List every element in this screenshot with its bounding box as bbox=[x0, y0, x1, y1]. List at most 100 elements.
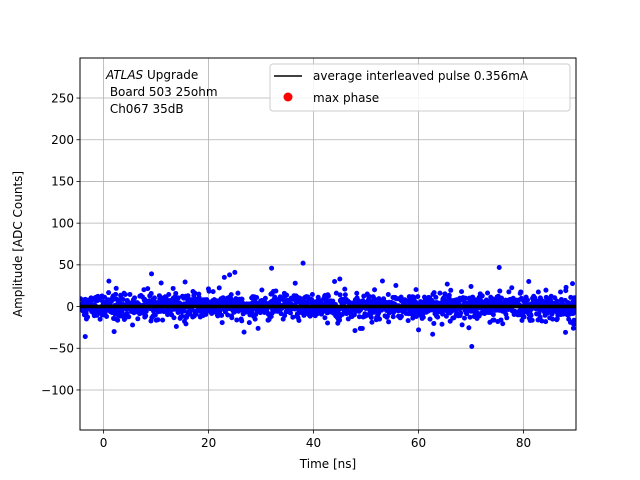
sample-point bbox=[219, 320, 225, 326]
sample-point bbox=[485, 290, 491, 296]
sample-point bbox=[368, 315, 374, 320]
sample-point bbox=[115, 317, 121, 323]
legend-marker-swatch bbox=[283, 92, 293, 102]
sample-point bbox=[571, 317, 576, 323]
sample-point bbox=[398, 294, 404, 300]
sample-point bbox=[390, 314, 396, 320]
sample-point bbox=[284, 292, 290, 298]
x-tick-label: 60 bbox=[411, 436, 426, 450]
sample-point bbox=[539, 318, 545, 324]
sample-point bbox=[506, 289, 512, 295]
sample-point bbox=[337, 317, 343, 323]
sample-point bbox=[518, 289, 524, 295]
sample-point bbox=[416, 327, 422, 333]
sample-point bbox=[325, 320, 331, 326]
board-label: Board 503 25ohm bbox=[106, 85, 218, 99]
sample-point bbox=[537, 314, 543, 320]
x-tick-label: 40 bbox=[306, 436, 321, 450]
sample-point bbox=[135, 316, 141, 322]
y-tick-label: 250 bbox=[51, 91, 74, 105]
y-tick-label: 150 bbox=[51, 175, 74, 189]
sample-point bbox=[393, 283, 399, 289]
sample-point bbox=[558, 289, 564, 295]
x-tick-label: 20 bbox=[201, 436, 216, 450]
sample-point bbox=[442, 291, 448, 297]
sample-point bbox=[459, 322, 465, 328]
sample-point bbox=[241, 329, 247, 335]
sample-point bbox=[536, 310, 542, 316]
sample-point bbox=[97, 316, 103, 322]
y-tick-label: −50 bbox=[49, 342, 74, 356]
sample-point bbox=[385, 292, 391, 297]
sample-point bbox=[130, 322, 136, 328]
legend: average interleaved pulse 0.356mA max ph… bbox=[269, 63, 571, 112]
sample-point bbox=[398, 313, 404, 319]
sample-point bbox=[282, 313, 288, 319]
sample-point bbox=[322, 315, 328, 321]
y-axis-label: Amplitude [ADC Counts] bbox=[11, 171, 25, 317]
sample-point bbox=[526, 279, 532, 285]
x-tick-label: 80 bbox=[516, 436, 531, 450]
sample-point bbox=[570, 281, 575, 287]
sample-point bbox=[235, 290, 241, 296]
sample-point bbox=[215, 313, 221, 319]
sample-point bbox=[225, 312, 231, 318]
sample-point bbox=[435, 314, 441, 320]
sample-point bbox=[106, 290, 112, 296]
sample-point bbox=[354, 290, 360, 296]
sample-point bbox=[535, 289, 541, 295]
sample-point bbox=[183, 321, 189, 327]
sample-point bbox=[413, 287, 419, 293]
sample-point bbox=[141, 287, 147, 293]
sample-point bbox=[325, 293, 331, 299]
sample-point bbox=[463, 295, 469, 301]
sample-point bbox=[287, 310, 293, 316]
x-axis-ticks: 0 20 40 60 80 bbox=[100, 430, 531, 450]
sample-point bbox=[206, 288, 212, 294]
sample-point bbox=[182, 279, 188, 285]
sample-point bbox=[458, 310, 464, 316]
sample-point bbox=[573, 307, 576, 313]
sample-point bbox=[491, 317, 497, 323]
sample-point bbox=[269, 265, 275, 271]
legend-entry-average: average interleaved pulse 0.356mA bbox=[313, 69, 529, 83]
sample-point bbox=[227, 272, 233, 278]
sample-point bbox=[254, 294, 260, 300]
sample-point bbox=[437, 290, 443, 296]
sample-point bbox=[160, 317, 166, 323]
sample-point bbox=[273, 288, 279, 294]
sample-point bbox=[262, 295, 268, 301]
sample-point bbox=[405, 318, 411, 324]
sample-point bbox=[568, 294, 574, 300]
sample-point bbox=[570, 325, 576, 331]
sample-point bbox=[111, 329, 117, 335]
sample-point bbox=[145, 286, 151, 292]
sample-point bbox=[342, 292, 348, 298]
legend-entry-max-phase: max phase bbox=[313, 91, 379, 105]
sample-point bbox=[126, 314, 132, 320]
sample-point bbox=[232, 300, 238, 306]
sample-point bbox=[563, 284, 569, 290]
sample-point bbox=[468, 284, 474, 290]
sample-point bbox=[448, 287, 454, 293]
y-tick-label: 200 bbox=[51, 133, 74, 147]
sample-point bbox=[106, 278, 112, 284]
sample-point bbox=[337, 292, 343, 298]
sample-point bbox=[315, 294, 321, 300]
sample-point bbox=[82, 334, 88, 340]
sample-point bbox=[352, 328, 358, 334]
sample-point bbox=[497, 288, 503, 294]
sample-point bbox=[229, 315, 235, 321]
sample-point bbox=[550, 316, 556, 322]
sample-point bbox=[356, 314, 362, 320]
sample-point bbox=[196, 294, 202, 300]
sample-point bbox=[122, 292, 128, 298]
sample-point bbox=[461, 315, 467, 321]
sample-point bbox=[433, 294, 439, 300]
sample-point bbox=[272, 294, 278, 300]
sample-point bbox=[158, 280, 164, 286]
sample-point bbox=[430, 331, 436, 337]
sample-point bbox=[120, 297, 126, 303]
sample-point bbox=[415, 294, 421, 300]
sample-point bbox=[143, 313, 149, 319]
